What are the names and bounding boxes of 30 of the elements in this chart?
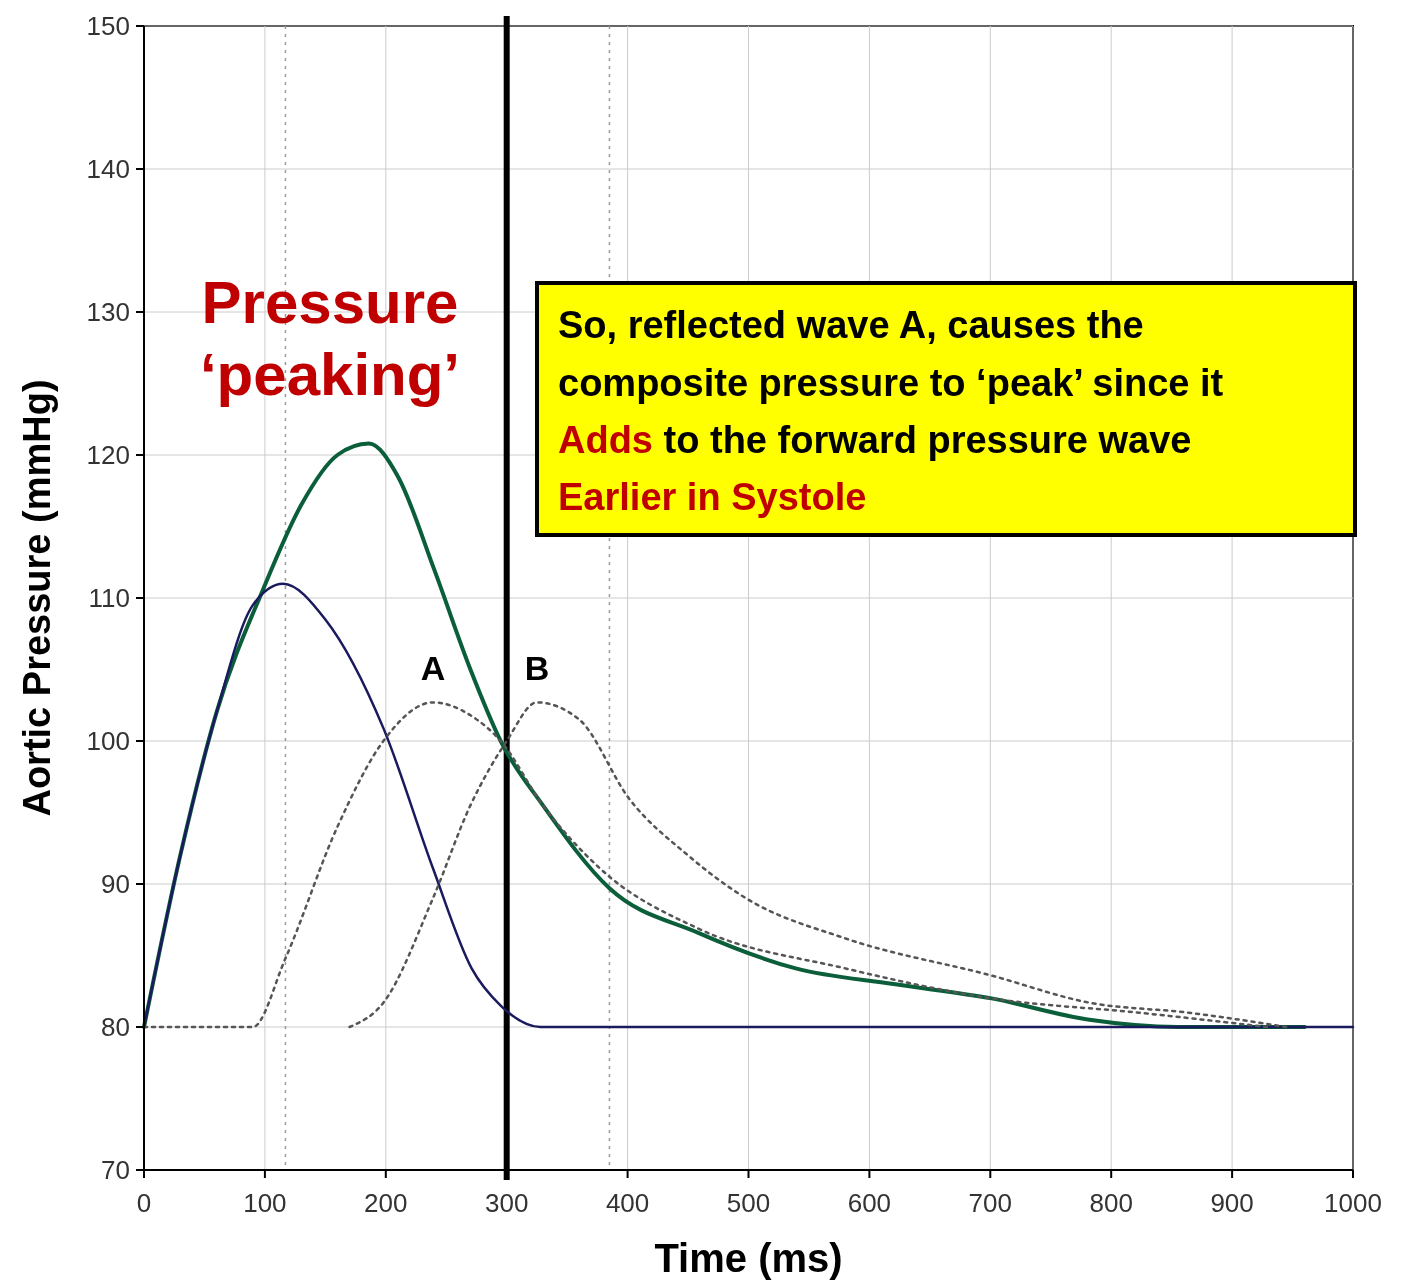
x-tick-label: 400 [605,1188,650,1218]
y-tick-label: 80 [101,1012,130,1042]
x-tick-label: 300 [485,1188,529,1218]
y-tick-label: 110 [88,583,130,613]
x-tick-label: 500 [726,1188,771,1218]
y-tick-label: 90 [101,869,130,899]
annotation: Earlier in Systole [558,476,867,518]
annotation: composite pressure to ‘peak’ since it [558,362,1224,404]
x-tick-label: 0 [136,1188,152,1218]
y-tick-label: 120 [86,440,130,470]
x-axis-title: Time (ms) [654,1236,843,1280]
y-tick-label: 100 [86,726,130,756]
y-tick-label: 140 [86,154,130,184]
annotation: Adds [558,419,653,461]
x-tick-label: 700 [968,1188,1012,1218]
x-tick-label: 600 [847,1188,892,1218]
y-axis-title: Aortic Pressure (mmHg) [16,379,58,817]
x-tick-label: 1000 [1324,1188,1382,1218]
x-tick-label: 900 [1210,1188,1254,1218]
series-label: A [420,649,446,688]
y-tick-label: 70 [101,1155,130,1185]
annotation: Pressure ‘peaking’ [199,269,461,408]
annotation: to the forward pressure wave [653,419,1192,461]
series-label: B [524,649,550,688]
y-tick-label: 150 [86,11,130,41]
x-tick-label: 200 [364,1188,408,1218]
x-tick-label: 100 [243,1188,287,1218]
x-tick-label: 800 [1089,1188,1133,1218]
annotation: So, reflected wave A, causes the [558,304,1144,346]
y-tick-label: 130 [86,297,130,327]
